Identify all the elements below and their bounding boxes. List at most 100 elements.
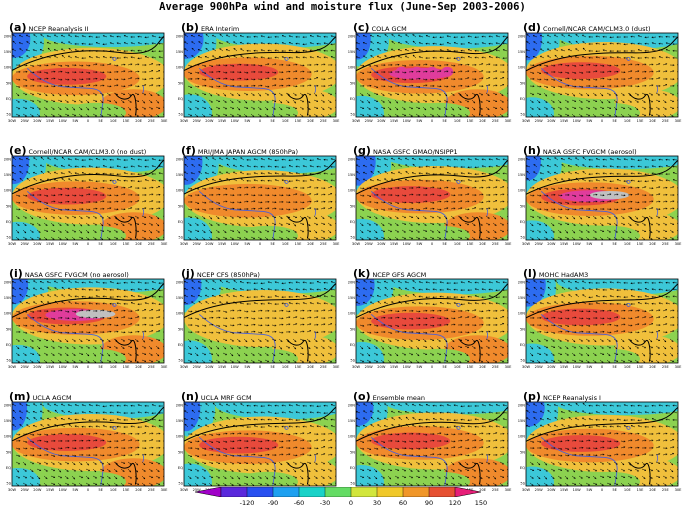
- lat-tick-label: 5S: [178, 236, 183, 240]
- lat-tick-label: EQ: [178, 220, 183, 224]
- panel-letter: (o): [353, 390, 371, 403]
- lat-tick-label: 5S: [350, 359, 355, 363]
- moisture-flux-field: [184, 279, 336, 363]
- lat-tick-label: 10N: [518, 189, 526, 193]
- colorbar-tick-label: 120: [448, 499, 462, 507]
- lat-tick-label: 15N: [176, 50, 184, 54]
- panel-label: (i) NASA GSFC FVGCM (no aerosol): [9, 262, 129, 281]
- lon-tick-label: 10W: [403, 119, 412, 123]
- map-frame: [355, 155, 509, 241]
- colorbar-tick-label: 0: [348, 499, 354, 507]
- lon-tick-label: 15W: [390, 242, 399, 246]
- moisture-flux-field: [184, 156, 336, 240]
- colorbar: [195, 487, 482, 497]
- coastline: [540, 190, 618, 240]
- coastline: [198, 67, 276, 117]
- wind-vectors: [526, 156, 678, 240]
- lon-tick-label: 25E: [320, 242, 328, 246]
- lon-tick-label: 15E: [123, 365, 131, 369]
- panel-label: (c) COLA GCM: [353, 16, 407, 35]
- lon-tick-label: 15E: [637, 119, 645, 123]
- lat-tick-label: EQ: [350, 466, 355, 470]
- lat-tick-label: 20N: [518, 158, 526, 162]
- lon-tick-label: 15W: [218, 242, 227, 246]
- lat-tick-label: 5S: [520, 236, 525, 240]
- panel-letter: (j): [181, 267, 195, 280]
- lat-tick-label: 5S: [178, 359, 183, 363]
- lon-tick-label: 30W: [180, 365, 189, 369]
- wind-vectors: [356, 156, 508, 240]
- zero-contour: [356, 283, 508, 319]
- lon-tick-label: 10W: [59, 119, 68, 123]
- lon-tick-label: 30E: [505, 488, 512, 492]
- lon-tick-label: 15W: [560, 242, 569, 246]
- lon-tick-label: 10E: [282, 119, 290, 123]
- map-frame: [525, 278, 679, 364]
- lon-tick-label: 15W: [390, 119, 399, 123]
- lat-tick-label: 20N: [176, 35, 184, 39]
- zero-contour: [356, 159, 508, 195]
- lon-tick-label: 15E: [295, 242, 303, 246]
- lon-tick-label: 10E: [454, 242, 462, 246]
- lon-tick-label: 0: [601, 488, 604, 492]
- lat-tick-label: 5N: [350, 81, 355, 85]
- lat-tick-label: 15N: [348, 419, 356, 423]
- lat-tick-label: 10N: [176, 66, 184, 70]
- lon-tick-label: 20E: [135, 242, 143, 246]
- colorbar-segment: [246, 487, 274, 497]
- lon-tick-label: 20E: [649, 488, 657, 492]
- lon-tick-label: 10E: [110, 119, 118, 123]
- lon-tick-label: 30W: [8, 242, 17, 246]
- lon-tick-label: 25E: [148, 365, 156, 369]
- lon-tick-label: 25W: [365, 119, 374, 123]
- lon-tick-label: 5E: [98, 365, 103, 369]
- lat-tick-label: 20N: [348, 158, 356, 162]
- lat-tick-label: 5S: [6, 482, 11, 486]
- lon-tick-label: 25E: [492, 488, 500, 492]
- lat-tick-label: EQ: [6, 466, 11, 470]
- moisture-flux-field: [184, 402, 336, 486]
- moisture-flux-field: [356, 279, 508, 363]
- panel-name: NASA GSFC FVGCM (aerosol): [542, 148, 637, 156]
- coastline: [198, 313, 276, 363]
- coastline: [26, 313, 104, 363]
- lon-tick-label: 30E: [505, 242, 512, 246]
- panel-name: COLA GCM: [371, 25, 407, 33]
- lon-tick-label: 20W: [205, 242, 214, 246]
- lon-tick-label: 25W: [193, 119, 202, 123]
- lat-tick-label: EQ: [520, 466, 525, 470]
- lon-tick-label: 15W: [560, 365, 569, 369]
- lat-tick-label: EQ: [6, 220, 11, 224]
- panel-letter: (c): [353, 21, 370, 34]
- lat-tick-label: EQ: [520, 97, 525, 101]
- lon-tick-label: 15W: [218, 365, 227, 369]
- lat-tick-label: 5N: [520, 450, 525, 454]
- lat-tick-label: EQ: [178, 343, 183, 347]
- lon-tick-label: 20E: [135, 488, 143, 492]
- panel-label: (a) NCEP Reanalysis II: [9, 16, 88, 35]
- moisture-flux-field: [12, 279, 164, 363]
- lon-tick-label: 5E: [612, 119, 617, 123]
- lon-tick-label: 0: [601, 242, 604, 246]
- panel-letter: (i): [9, 267, 23, 280]
- lat-tick-label: 15N: [518, 50, 526, 54]
- panel-label: (b) ERA Interim: [181, 16, 239, 35]
- panel-name: ERA Interim: [200, 25, 240, 33]
- lon-tick-label: 5E: [442, 119, 447, 123]
- colorbar-segment: [298, 487, 326, 497]
- lat-tick-label: 5S: [520, 359, 525, 363]
- colorbar-tick-label: 150: [474, 499, 488, 507]
- colorbar-segment: [428, 487, 456, 497]
- lat-tick-label: 10N: [518, 435, 526, 439]
- lon-tick-label: 20W: [205, 119, 214, 123]
- coastline: [370, 436, 448, 486]
- panel-letter: (h): [523, 144, 541, 157]
- coastline: [370, 190, 448, 240]
- lon-tick-label: 30W: [8, 119, 17, 123]
- lat-tick-label: 10N: [4, 66, 12, 70]
- moisture-flux-field: [526, 33, 678, 117]
- lon-tick-label: 0: [87, 365, 90, 369]
